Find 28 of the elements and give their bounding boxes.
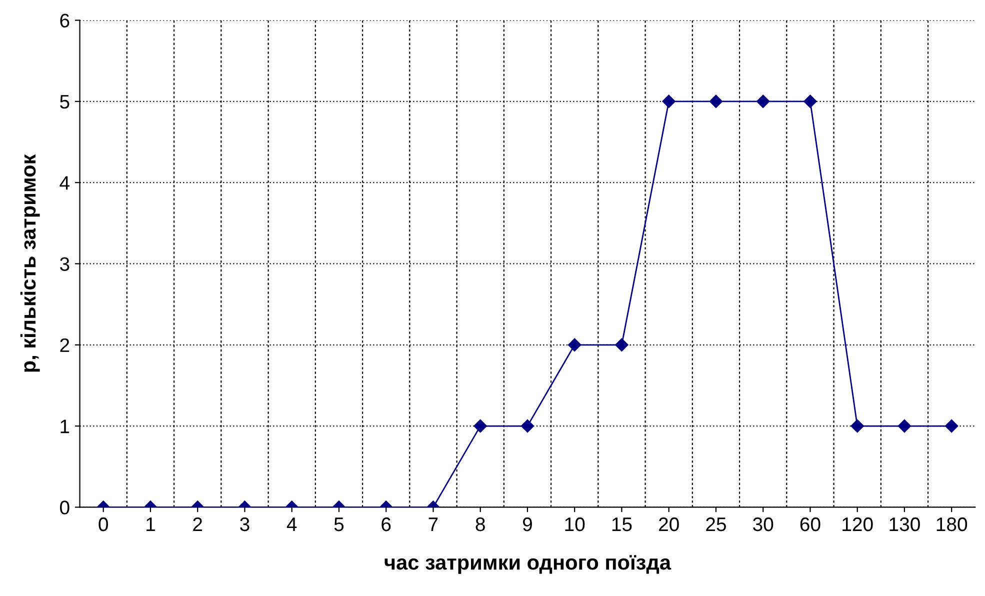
x-tick-label: 0	[98, 517, 108, 532]
x-tick-label: 130	[890, 517, 920, 532]
x-tick-label: 7	[428, 518, 438, 532]
x-tick-label: 10	[565, 517, 585, 532]
y-tick-label: 4	[60, 176, 70, 190]
x-tick-label: 20	[659, 517, 679, 532]
x-axis-title: час затримки одного поїзда	[384, 555, 672, 574]
x-tick-label: 25	[706, 517, 726, 532]
x-tick-label: 1	[146, 518, 155, 532]
x-tick-label: 9	[522, 517, 532, 532]
y-axis-title: р, кількість затримок	[20, 154, 40, 372]
x-tick-label: 2	[193, 517, 202, 532]
x-tick-label: 8	[476, 517, 485, 532]
y-tick-label: 3	[60, 257, 70, 271]
y-tick-label: 1	[60, 420, 70, 434]
x-tick-label: 4	[286, 518, 297, 532]
y-tick-label: 6	[60, 14, 70, 28]
x-tick-label: 6	[382, 517, 391, 532]
y-tick-label: 0	[60, 500, 70, 514]
x-tick-label: 3	[240, 517, 250, 532]
x-tick-label: 120	[842, 517, 873, 532]
x-tick-label: 5	[334, 518, 344, 532]
x-tick-label: 30	[753, 517, 774, 532]
x-tick-label: 60	[800, 517, 820, 532]
x-tick-label: 15	[612, 518, 632, 532]
y-tick-label: 5	[60, 95, 70, 109]
x-tick-label: 180	[936, 517, 968, 532]
y-tick-label: 2	[60, 338, 70, 352]
